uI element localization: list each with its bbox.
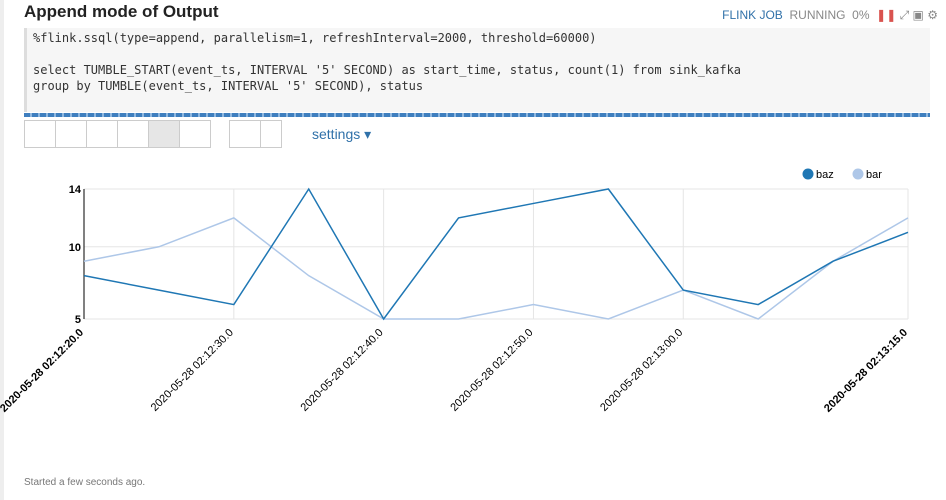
code-line	[33, 47, 924, 63]
toolbar	[24, 120, 282, 148]
y-tick-label: 5	[75, 314, 81, 326]
x-tick-label: 2020-05-28 02:13:15.0	[822, 327, 910, 415]
code-line: group by TUMBLE(event_ts, INTERVAL '5' S…	[33, 79, 424, 93]
download-button[interactable]	[229, 120, 261, 148]
x-tick-label: 2020-05-28 02:12:40.0	[299, 327, 386, 414]
flink-job-link[interactable]: FLINK JOB	[722, 8, 783, 22]
x-tick-label: 2020-05-28 02:13:00.0	[598, 327, 685, 414]
progress: 0%	[852, 8, 870, 22]
scatter-button[interactable]	[179, 120, 211, 148]
status: RUNNING	[789, 8, 846, 22]
x-tick-label: 2020-05-28 02:12:30.0	[149, 327, 236, 414]
code-line: select TUMBLE_START(event_ts, INTERVAL '…	[33, 63, 742, 77]
cancel-icon[interactable]: ❚❚	[876, 8, 897, 22]
progress-bar	[24, 113, 930, 117]
settings-link[interactable]: settings ▾	[312, 126, 372, 142]
y-tick-label: 10	[69, 242, 81, 254]
y-tick-label: 14	[69, 184, 82, 196]
legend-swatch	[802, 168, 814, 180]
x-tick-label: 2020-05-28 02:12:20.0	[0, 327, 86, 415]
footer: Started a few seconds ago.	[24, 477, 146, 488]
paragraph-title: Append mode of Output	[24, 2, 219, 21]
job-status: FLINK JOB RUNNING 0% ❚❚ ⤢ ▣ ⚙	[722, 8, 938, 23]
paragraph-border	[0, 0, 4, 500]
series-line	[83, 217, 909, 320]
table-button[interactable]	[24, 120, 56, 148]
settings-text[interactable]: settings	[312, 126, 361, 142]
pie-button[interactable]	[86, 120, 118, 148]
x-tick-label: 2020-05-28 02:12:50.0	[448, 327, 535, 414]
code-line: %flink.ssql(type=append, parallelism=1, …	[33, 31, 597, 45]
legend-swatch	[852, 168, 864, 180]
icons[interactable]: ⤢ ▣ ⚙	[899, 8, 938, 22]
legend-label: bar	[866, 169, 882, 181]
line-button[interactable]	[148, 120, 180, 148]
legend-label: baz	[816, 169, 834, 181]
code-editor[interactable]: %flink.ssql(type=append, parallelism=1, …	[24, 28, 930, 112]
area-button[interactable]	[117, 120, 149, 148]
series-line	[83, 187, 909, 321]
download-dropdown[interactable]	[260, 120, 282, 148]
bar-button[interactable]	[55, 120, 87, 148]
